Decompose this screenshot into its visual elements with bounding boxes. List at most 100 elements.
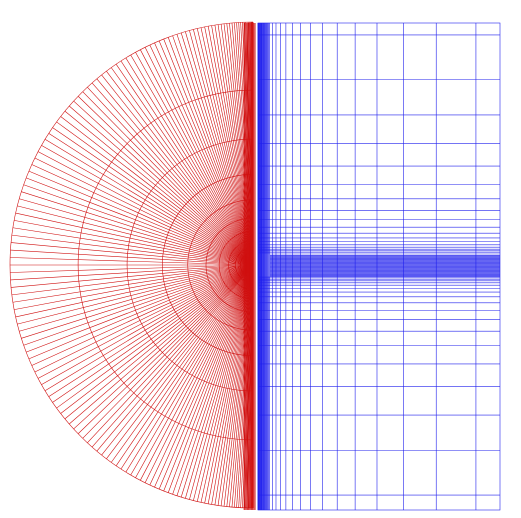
ray-line [69, 105, 254, 266]
ray-line [193, 264, 254, 501]
ray-line [158, 40, 254, 266]
ray-line [28, 264, 254, 360]
ray-line [73, 264, 254, 430]
ray-line [77, 96, 254, 266]
ray-line [149, 44, 254, 266]
ray-line [125, 57, 254, 266]
ray-line [211, 25, 254, 266]
ray-line [176, 34, 254, 266]
ray-line [125, 264, 254, 473]
ray-line [60, 116, 254, 266]
ray-line [73, 100, 254, 266]
ray-line [172, 264, 254, 495]
ray-line [26, 177, 254, 266]
ray-line [82, 91, 254, 266]
ray-line [41, 145, 254, 266]
ray-line [12, 264, 254, 303]
ray-line [14, 220, 254, 266]
ray-line [120, 264, 254, 470]
ray-line [56, 264, 254, 409]
ray-line [154, 42, 254, 266]
ray-line [130, 264, 254, 476]
ray-line [200, 264, 254, 503]
ray-line [140, 264, 254, 481]
ray-line [193, 29, 254, 266]
ray-line [106, 264, 254, 459]
ray-line [200, 27, 254, 266]
ray-line [115, 64, 254, 266]
ray-line [37, 151, 254, 266]
ray-line [12, 227, 254, 266]
ray-line [87, 87, 254, 266]
ray-line [87, 264, 254, 443]
ray-line [115, 264, 254, 466]
ray-line [101, 74, 254, 266]
ray-line [91, 264, 254, 448]
ray-line [23, 184, 254, 266]
ray-line [10, 264, 254, 281]
ray-line [185, 264, 254, 499]
ray-line [60, 264, 254, 414]
ray-line [15, 212, 254, 266]
ray-line [21, 264, 254, 339]
ray-line [154, 264, 254, 488]
ray-line [77, 264, 254, 434]
ray-line [149, 264, 254, 486]
ray-line [10, 264, 254, 273]
ray-line [140, 49, 254, 266]
ray-line [106, 71, 254, 266]
ray-line [44, 139, 254, 266]
ray-line [64, 264, 254, 420]
ray-line [44, 264, 254, 391]
ray-line [48, 133, 254, 266]
ray-line [52, 127, 254, 266]
ray-line [101, 264, 254, 456]
ray-line [10, 257, 254, 266]
ray-line [176, 264, 254, 496]
ray-line [172, 35, 254, 266]
ray-line [11, 264, 254, 288]
ray-line [180, 32, 254, 266]
ray-line [56, 121, 254, 266]
ray-line [17, 205, 254, 266]
ray-line [14, 264, 254, 310]
ray-line [96, 78, 254, 266]
ray-line [220, 264, 254, 506]
ray-line [10, 249, 254, 266]
ray-line [163, 38, 254, 266]
ray-line [189, 30, 254, 266]
ray-line [31, 164, 254, 266]
ray-line [34, 264, 254, 373]
ray-line [23, 264, 254, 346]
ray-line [185, 31, 254, 266]
ray-line [37, 264, 254, 379]
ray-line [135, 52, 254, 266]
ray-line [144, 47, 254, 266]
ray-line [11, 264, 254, 296]
ray-line [163, 264, 254, 492]
ray-line [15, 264, 254, 318]
ray-line [48, 264, 254, 397]
ray-line [135, 264, 254, 478]
ray-line [28, 170, 254, 266]
ray-line [130, 54, 254, 266]
ray-line [220, 24, 254, 266]
ray-line [111, 67, 254, 266]
ray-line [211, 264, 254, 505]
ray-line [26, 264, 254, 353]
ray-line [17, 264, 254, 325]
ray-line [189, 264, 254, 500]
rectangular-mesh [257, 22, 501, 511]
ray-line [91, 82, 254, 266]
ray-line [96, 264, 254, 452]
ray-line [52, 264, 254, 403]
ray-line [144, 264, 254, 483]
ray-line [34, 157, 254, 266]
ray-line [31, 264, 254, 366]
ray-line [167, 264, 254, 493]
ray-line [41, 264, 254, 385]
ray-line [82, 264, 254, 439]
ray-line [180, 264, 254, 498]
